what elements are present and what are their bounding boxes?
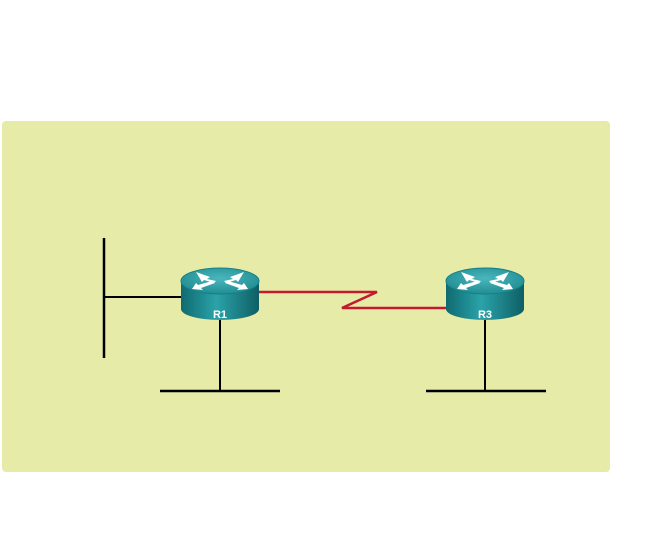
router-r3[interactable]: R3 — [445, 267, 525, 321]
diagram-background — [2, 121, 610, 472]
router-r1-label: R1 — [213, 309, 227, 321]
serial-link-r1-r3 — [258, 290, 446, 310]
router-r1[interactable]: R1 — [180, 267, 260, 321]
router-r3-label: R3 — [478, 309, 492, 321]
